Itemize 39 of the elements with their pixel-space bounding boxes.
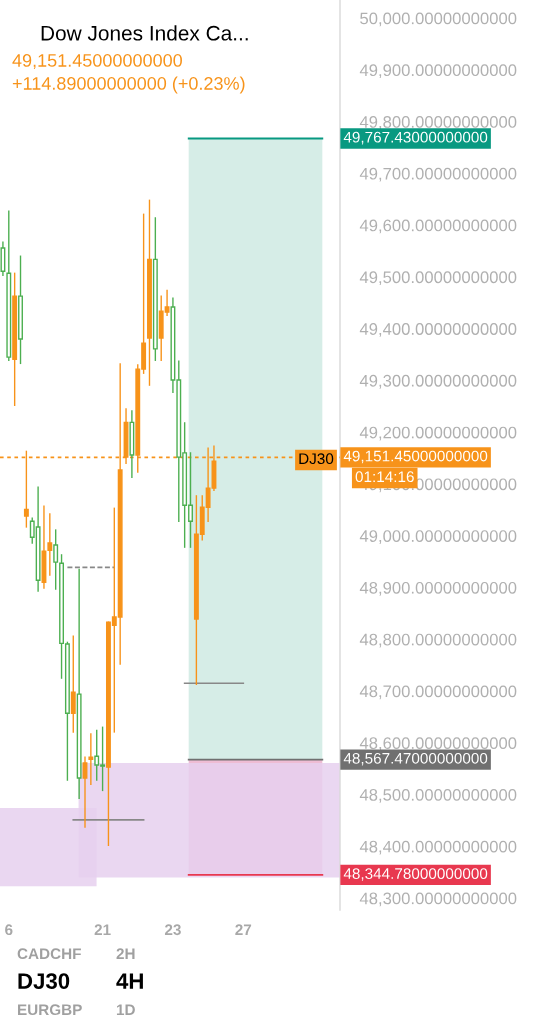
y-tick-label: 48,700.00000000000	[359, 685, 517, 700]
x-tick-label: 27	[235, 924, 252, 935]
y-tick-label: 48,300.00000000000	[359, 892, 517, 907]
text: CADCHF	[17, 948, 81, 960]
candlestick	[0, 241, 6, 277]
x-tick-label: 6	[5, 924, 13, 936]
y-tick-label: 48,400.00000000000	[359, 840, 517, 855]
y-tick-label: 49,400.00000000000	[359, 323, 517, 337]
y-tick-label: 49,600.00000000000	[359, 219, 517, 234]
annotation: DJ30	[299, 453, 334, 465]
candlestick	[47, 513, 53, 576]
y-tick-label: 49,000.00000000000	[359, 530, 517, 544]
annotation: 49,151.45000000000	[12, 54, 182, 69]
x-tick-label: 23	[164, 924, 181, 936]
text: EURGBP	[18, 1004, 82, 1016]
y-tick-label: 48,900.00000000000	[359, 581, 517, 596]
x-tick-label: 21	[94, 924, 111, 935]
ref-line-label: 48,567.47000000000	[343, 752, 488, 766]
y-tick-label: 49,300.00000000000	[359, 374, 517, 389]
text: 1D	[116, 1004, 135, 1015]
text: 4H	[116, 973, 143, 989]
y-tick-label: 49,900.00000000000	[359, 64, 517, 79]
ref-line-label: 48,344.78000000000	[343, 868, 488, 881]
y-tick-label: 49,200.00000000000	[359, 426, 517, 441]
y-tick-label: 49,500.00000000000	[359, 271, 517, 286]
text: Dow Jones Index Ca...	[41, 25, 248, 41]
candlestick	[88, 733, 94, 785]
text: DJ30	[18, 973, 70, 989]
ref-line-label: 49,767.43000000000	[343, 131, 488, 145]
annotation: +114.89000000000 (+0.23%)	[12, 76, 245, 94]
y-tick-label: 49,800.00000000000	[359, 116, 517, 130]
y-tick-label: 48,800.00000000000	[359, 633, 517, 648]
y-tick-label: 50,000.00000000000	[360, 12, 517, 27]
ref-line-label: 49,151.45000000000	[343, 450, 488, 464]
y-tick-label: 48,500.00000000000	[359, 788, 517, 803]
text: 2H	[116, 948, 135, 959]
candlestick	[70, 635, 76, 733]
y-tick-label: 48,600.00000000000	[359, 737, 517, 751]
y-tick-label: 49,700.00000000000	[359, 167, 517, 182]
